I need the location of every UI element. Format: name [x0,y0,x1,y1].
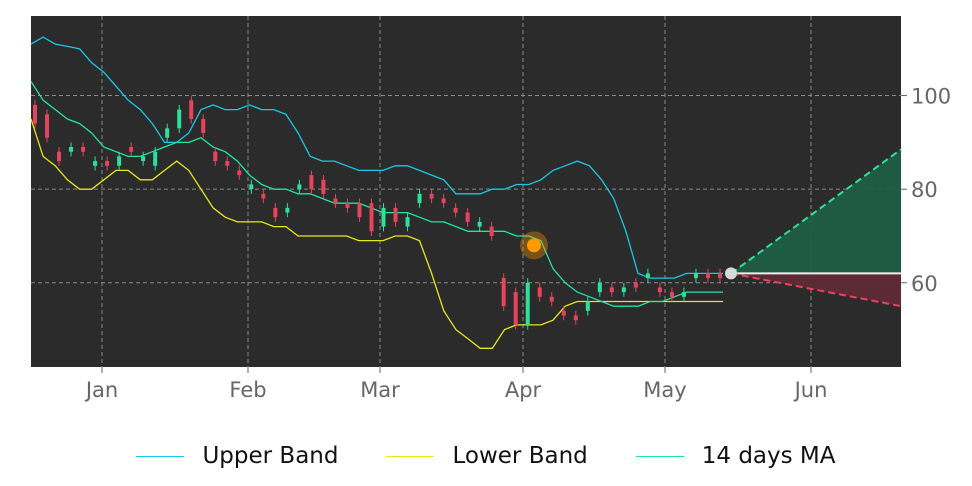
candle-body-0 [33,104,37,124]
chart-svg: Jan Feb Mar Apr May Jun 60 80 100 [30,16,951,402]
candle-body-15 [213,151,218,162]
candle-body-12 [177,109,182,129]
y-tick-label-1: 80 [911,178,938,202]
candle-body-5 [93,161,98,166]
legend-swatch-upper [136,455,185,457]
y-tick-label-2: 100 [911,85,951,109]
y-axis-ticks: 60 80 100 [901,85,951,296]
candle-body-16 [225,161,230,166]
legend-label-lower: Lower Band [452,443,588,469]
signal-marker [527,238,541,253]
legend-swatch-lower [386,455,435,457]
candle-body-9 [141,156,146,162]
legend-label-ma: 14 days MA [701,443,836,469]
forecast-layer [730,148,902,308]
legend-item-ma: 14 days MA [635,443,836,469]
candle-body-26 [345,203,350,208]
candle-body-27 [357,203,362,218]
grid [31,16,901,367]
candle-body-44 [561,310,566,316]
candle-body-57 [718,273,722,279]
x-tick-label-4: May [643,378,686,402]
candle-body-51 [645,273,650,279]
candle-body-22 [297,184,302,190]
candle-body-10 [153,151,158,166]
candle-body-55 [693,273,698,279]
candle-body-20 [273,207,278,218]
candles-layer [33,95,722,330]
forecast-upper-line [730,148,902,275]
candle-body-28 [369,203,374,232]
candle-body-43 [549,296,554,302]
candle-body-38 [489,226,494,236]
legend-swatch-ma [635,455,684,457]
candle-body-19 [261,193,266,199]
candle-body-2 [57,151,62,162]
candle-body-25 [333,198,338,204]
candle-body-11 [165,128,170,138]
x-tick-label-2: Mar [360,378,400,402]
plot-background [31,16,901,367]
candle-body-13 [189,100,194,119]
legend-label-upper: Upper Band [202,443,339,469]
candle-body-47 [597,282,602,293]
candle-body-40 [513,292,518,325]
legend: Upper Band Lower Band 14 days MA [0,436,972,476]
candle-body-42 [537,287,542,297]
bands-layer [30,36,723,349]
candle-body-36 [465,212,470,222]
upper-band-line [30,36,723,279]
candle-body-48 [609,287,614,293]
candle-body-37 [477,221,482,227]
candle-body-21 [285,207,290,213]
candle-body-24 [321,179,326,194]
forecast-lower-line [730,272,902,308]
x-tick-label-0: Jan [84,378,118,402]
forecast-lower-area [731,273,901,307]
lower-band-line [30,118,723,349]
candle-body-56 [705,273,710,279]
candle-body-52 [657,287,662,293]
candle-body-17 [237,170,242,176]
candle-body-29 [381,207,386,227]
candle-body-3 [69,147,74,152]
y-tick-label-0: 60 [911,272,938,296]
candle-body-23 [309,175,314,190]
candle-body-39 [501,278,506,307]
candle-body-45 [573,315,578,321]
candle-body-4 [81,147,86,152]
x-tick-label-5: Jun [793,378,828,402]
candle-body-50 [633,282,638,288]
candle-body-30 [393,207,398,222]
candle-body-14 [201,118,206,133]
candle-body-34 [441,198,446,204]
candle-body-53 [669,292,674,297]
candle-body-41 [525,282,530,325]
candle-body-6 [105,161,110,166]
candle-body-49 [621,287,626,293]
candle-body-1 [45,114,50,138]
x-tick-label-3: Apr [505,378,542,402]
ma-14-line [30,81,723,307]
candle-body-54 [681,292,686,297]
legend-item-lower: Lower Band [386,443,588,469]
candle-body-7 [117,156,122,166]
candle-body-46 [585,301,590,311]
candle-body-33 [429,193,434,199]
candle-body-8 [129,147,134,152]
candle-body-32 [417,193,422,204]
x-tick-label-1: Feb [229,378,266,402]
candle-body-35 [453,207,458,213]
markers-layer [520,231,737,280]
legend-item-upper: Upper Band [136,443,338,469]
candle-body-31 [405,217,410,227]
last-price-marker [725,267,737,280]
x-axis-ticks: Jan Feb Mar Apr May Jun [84,367,828,402]
candle-body-18 [249,184,254,190]
